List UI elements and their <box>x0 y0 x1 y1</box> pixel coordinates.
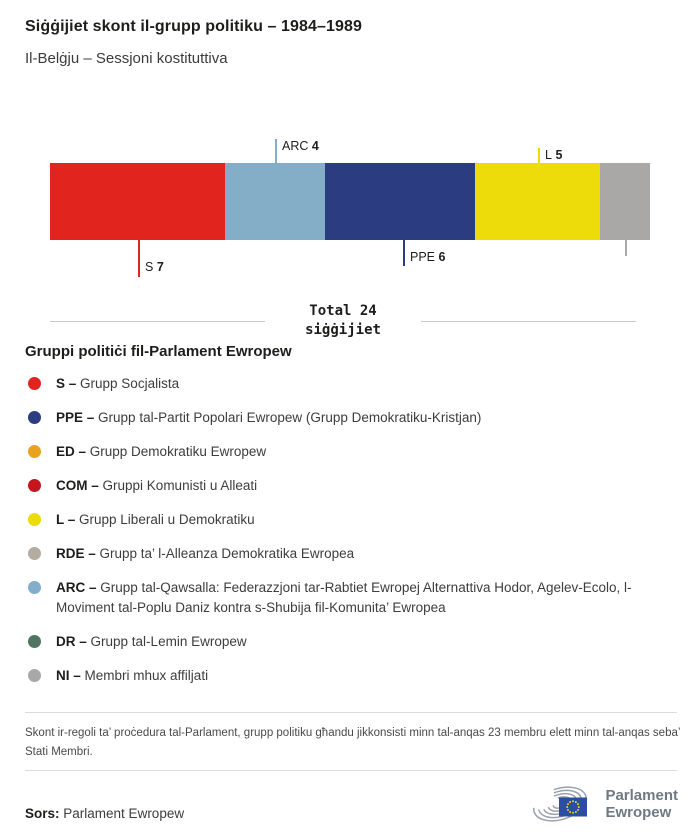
divider-bottom <box>25 770 677 771</box>
european-parliament-logo: Parlament Ewropew <box>530 776 678 832</box>
bar-segment-arc <box>225 163 325 240</box>
legend-item-ni: NI – Membri mhux affiljati <box>25 666 677 686</box>
callout-line-s <box>138 240 140 277</box>
callout-label-ppe: PPE 6 <box>410 250 446 264</box>
callout-label-l: L 5 <box>545 148 563 162</box>
callout-label-s: S 7 <box>145 260 164 274</box>
legend-item-ed: ED – Grupp Demokratiku Ewropew <box>25 442 677 462</box>
source-line: Sors: Parlament Ewropew <box>25 806 184 821</box>
bar-segment-ni <box>600 163 650 240</box>
legend-item-l: L – Grupp Liberali u Demokratiku <box>25 510 677 530</box>
legend-dot-s <box>28 377 41 390</box>
total-seats: Total 24 siġġijiet <box>50 302 637 340</box>
legend-dot-ni <box>28 669 41 682</box>
eu-flag-icon <box>559 797 588 817</box>
legend-dot-rde <box>28 547 41 560</box>
legend-heading: Gruppi politiċi fil-Parlament Ewropew <box>25 343 292 360</box>
parliament-hemicycle-icon <box>533 786 588 822</box>
legend-list: S – Grupp Socjalista PPE – Grupp tal-Par… <box>25 374 677 700</box>
source-value: Parlament Ewropew <box>63 806 185 821</box>
footnote-text: Skont ir-regoli ta’ proċedura tal-Parlam… <box>25 727 680 758</box>
seats-stacked-bar-chart: ARC 4 L 5 S 7 PPE 6 NI 2 <box>0 130 700 302</box>
bar-segment-s <box>50 163 225 240</box>
callout-label-arc: ARC 4 <box>282 139 319 153</box>
stacked-bar <box>50 163 650 240</box>
callout-line-arc <box>275 139 277 163</box>
source-label: Sors: <box>25 806 60 821</box>
legend-dot-com <box>28 479 41 492</box>
bar-segment-l <box>475 163 600 240</box>
total-rule-left <box>50 320 266 322</box>
legend-dot-ppe <box>28 411 41 424</box>
legend-dot-ed <box>28 445 41 458</box>
legend-item-s: S – Grupp Socjalista <box>25 374 677 394</box>
callout-line-ni <box>625 240 627 256</box>
legend-dot-dr <box>28 635 41 648</box>
legend-item-dr: DR – Grupp tal-Lemin Ewropew <box>25 632 677 652</box>
total-seats-label: Total 24 siġġijiet <box>305 303 381 338</box>
legend-dot-arc <box>28 581 41 594</box>
total-rule-right <box>420 320 637 322</box>
logo-wordmark: Parlament Ewropew <box>605 787 678 821</box>
callout-line-ppe <box>403 240 405 266</box>
legend-item-rde: RDE – Grupp ta’ l-Alleanza Demokratika E… <box>25 544 677 564</box>
callout-line-l <box>538 148 540 163</box>
legend-item-ppe: PPE – Grupp tal-Partit Popolari Ewropew … <box>25 408 677 428</box>
divider-top <box>25 712 677 713</box>
legend-dot-l <box>28 513 41 526</box>
page-subtitle: Il-Belġju – Sessjoni kostituttiva <box>25 50 228 67</box>
bar-segment-ppe <box>325 163 475 240</box>
legend-item-arc: ARC – Grupp tal-Qawsalla: Federazzjoni t… <box>25 578 677 618</box>
legend-item-com: COM – Gruppi Komunisti u Alleati <box>25 476 677 496</box>
page-title: Siġġijiet skont il-grupp politiku – 1984… <box>25 18 363 35</box>
